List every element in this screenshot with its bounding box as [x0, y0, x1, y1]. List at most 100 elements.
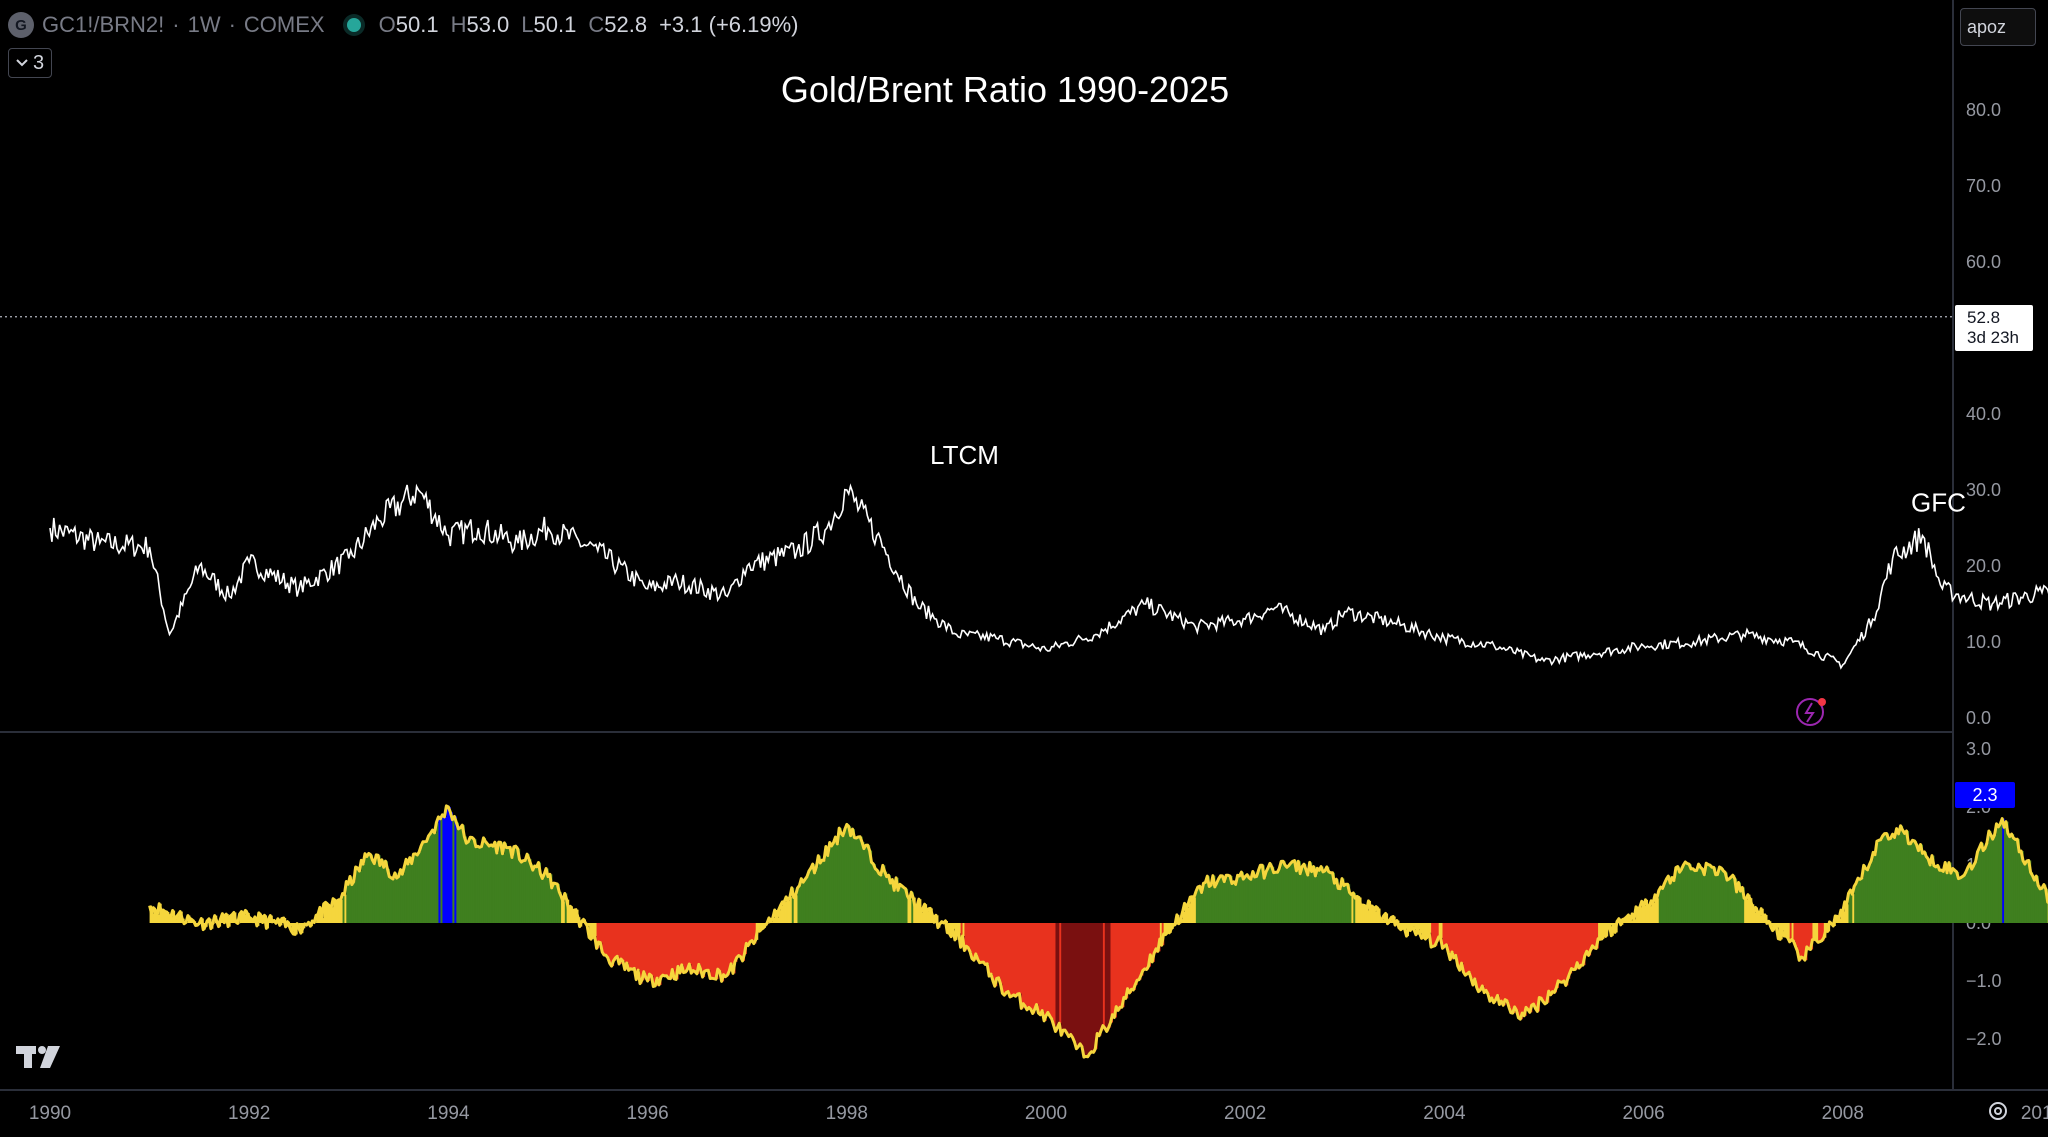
- osc-bar: [1981, 843, 1984, 923]
- osc-bar: [1840, 910, 1844, 923]
- osc-bar: [1960, 877, 1963, 923]
- osc-bar: [487, 843, 490, 923]
- osc-bar: [1370, 906, 1373, 923]
- symbol-name[interactable]: GC1!/BRN2!: [42, 12, 165, 37]
- chevron-down-icon: [16, 59, 28, 67]
- indicators-toggle-button[interactable]: 3: [8, 48, 52, 78]
- osc-bar: [784, 902, 787, 923]
- osc-bar: [787, 901, 791, 923]
- gear-icon[interactable]: [1985, 1098, 2011, 1124]
- osc-bar: [1212, 875, 1216, 923]
- osc-bar: [561, 896, 564, 923]
- osc-tick-label: −2.0: [1966, 1029, 2002, 1049]
- ohlc-key: H: [450, 12, 467, 37]
- osc-bar: [1087, 923, 1091, 1057]
- osc-bar: [1727, 880, 1730, 923]
- osc-bar: [385, 861, 389, 923]
- osc-bar: [1469, 923, 1472, 973]
- osc-bar: [835, 837, 838, 923]
- osc-bar: [1789, 923, 1793, 942]
- osc-bar: [1524, 923, 1527, 1016]
- osc-bar: [555, 883, 558, 923]
- time-tick-label: 1996: [626, 1103, 668, 1124]
- osc-bar: [468, 841, 471, 923]
- osc-bar: [400, 869, 403, 923]
- annotation-layer: Gold/Brent Ratio 1990-2025LTCMGFCChina u…: [16, 69, 1966, 1068]
- osc-bar: [1199, 886, 1203, 923]
- osc-bar: [1241, 872, 1244, 923]
- osc-bar: [1106, 923, 1110, 1032]
- osc-bar: [1998, 826, 2001, 923]
- osc-bar: [1990, 834, 1994, 923]
- osc-bar: [732, 923, 736, 974]
- osc-bar: [1804, 923, 1808, 961]
- osc-bar: [1423, 923, 1427, 937]
- osc-bar: [1061, 923, 1064, 1036]
- osc-bar: [402, 874, 405, 923]
- osc-bar: [871, 862, 874, 923]
- osc-bar: [1844, 901, 1848, 923]
- osc-bar: [805, 879, 808, 923]
- osc-bar: [1914, 840, 1918, 923]
- osc-bar: [1949, 862, 1952, 923]
- osc-bar: [848, 826, 852, 923]
- osc-bar: [1144, 923, 1148, 969]
- osc-bar: [1740, 891, 1743, 923]
- osc-bar: [1746, 899, 1749, 923]
- osc-bar: [1499, 923, 1502, 1005]
- osc-bar: [727, 923, 730, 976]
- osc-bar: [886, 876, 890, 923]
- osc-bar: [602, 923, 605, 952]
- tradingview-logo-icon: [16, 1046, 60, 1068]
- price-pane[interactable]: [49, 80, 2048, 670]
- osc-bar: [1814, 923, 1817, 940]
- osc-bar: [913, 897, 916, 923]
- price-tick-label: 60.0: [1966, 252, 2001, 272]
- osc-bar: [157, 914, 160, 923]
- osc-bar: [643, 923, 647, 972]
- osc-bar: [502, 853, 505, 923]
- osc-bar: [374, 863, 377, 923]
- osc-bar: [1072, 923, 1076, 1038]
- osc-bar: [1125, 923, 1129, 999]
- osc-bar: [363, 864, 366, 923]
- osc-bar: [863, 848, 867, 923]
- osc-bar: [291, 923, 294, 931]
- scale-mode-button[interactable]: apoz: [1960, 8, 2036, 46]
- time-tick-label: 2008: [1822, 1103, 1864, 1124]
- osc-bar: [1211, 885, 1214, 923]
- osc-bar: [622, 923, 626, 962]
- osc-bar: [444, 816, 447, 923]
- osc-bar: [1516, 923, 1520, 1011]
- osc-bar: [1852, 894, 1855, 923]
- osc-bar: [970, 923, 973, 952]
- osc-bar: [1645, 899, 1649, 923]
- osc-bar: [1239, 875, 1243, 923]
- osc-bar: [1440, 923, 1444, 938]
- osc-bar: [734, 923, 738, 962]
- oscillator-pane[interactable]: [148, 766, 2048, 1059]
- osc-bar: [1850, 889, 1853, 923]
- price-tick-label: 70.0: [1966, 176, 2001, 196]
- osc-bar: [529, 859, 532, 923]
- osc-bar: [1912, 840, 1916, 923]
- osc-bar: [1305, 869, 1309, 923]
- osc-bar: [700, 923, 704, 970]
- osc-bar: [1218, 878, 1222, 923]
- osc-bar: [1343, 885, 1347, 923]
- osc-bar: [738, 923, 742, 956]
- osc-bar: [1472, 923, 1476, 986]
- osc-bar: [1220, 875, 1224, 923]
- osc-bar: [1381, 919, 1385, 923]
- osc-bar: [1715, 874, 1719, 923]
- osc-bar: [1857, 878, 1861, 923]
- interval[interactable]: 1W: [187, 12, 221, 37]
- osc-bar: [1759, 915, 1762, 923]
- osc-bar: [289, 923, 292, 927]
- ohlc-value: 50.1: [533, 12, 577, 37]
- osc-bar: [2032, 875, 2036, 923]
- osc-bar: [1945, 862, 1948, 923]
- osc-bar: [1188, 903, 1191, 923]
- osc-bar: [1135, 923, 1138, 985]
